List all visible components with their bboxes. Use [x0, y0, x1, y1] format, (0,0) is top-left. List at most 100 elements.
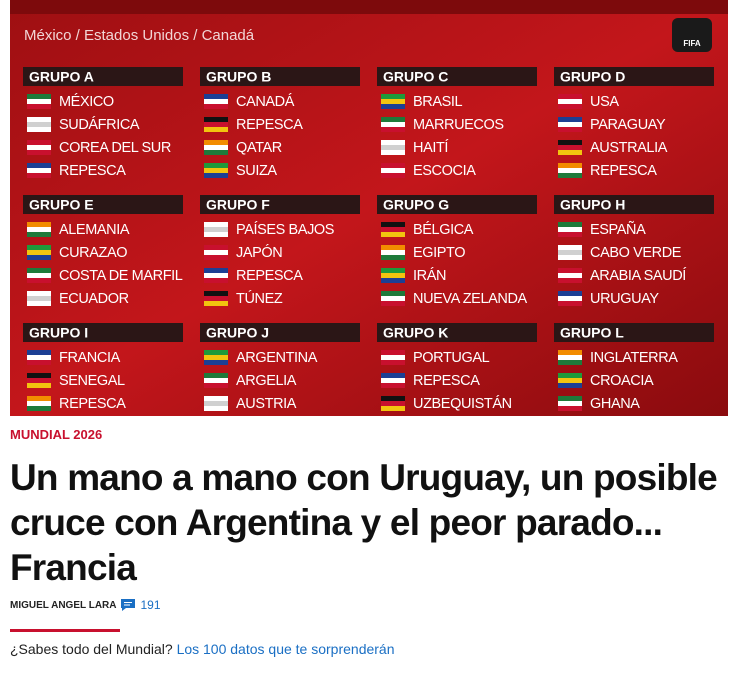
flag	[204, 373, 228, 378]
flag	[27, 278, 51, 283]
flag	[558, 373, 582, 378]
team-name: EGIPTO	[413, 245, 465, 261]
flag	[558, 396, 582, 401]
flag	[558, 278, 582, 283]
flag	[381, 222, 405, 227]
flag	[27, 255, 51, 260]
flag	[27, 140, 51, 145]
flag	[381, 168, 405, 173]
headline[interactable]: Un mano a mano con Uruguay, un posible c…	[10, 457, 718, 588]
flag	[204, 99, 228, 104]
flag	[204, 245, 228, 250]
team-name: ESCOCIA	[413, 163, 476, 179]
flag	[27, 378, 51, 383]
flag	[558, 255, 582, 260]
flag	[558, 94, 582, 99]
flag	[27, 173, 51, 178]
flag	[204, 94, 228, 99]
flag	[27, 268, 51, 273]
team-name: REPESCA	[236, 268, 303, 284]
flag	[381, 104, 405, 109]
group-header	[23, 67, 183, 86]
author[interactable]: MIGUEL ANGEL LARA	[10, 599, 117, 611]
flag	[381, 163, 405, 168]
separator	[10, 629, 120, 632]
flag	[558, 291, 582, 296]
flag	[558, 378, 582, 383]
section-tag[interactable]: MUNDIAL 2026	[10, 427, 103, 442]
group-header	[554, 195, 714, 214]
flag	[204, 383, 228, 388]
flag	[558, 227, 582, 232]
flag	[27, 296, 51, 301]
team-name: URUGUAY	[590, 291, 659, 307]
team-name: ALEMANIA	[59, 222, 130, 238]
group-name: GRUPO C	[383, 69, 448, 85]
team-name: IRÁN	[413, 267, 446, 284]
flag	[558, 355, 582, 360]
flag	[204, 360, 228, 365]
flag	[381, 173, 405, 178]
team-name: HAITÍ	[413, 139, 448, 156]
flag	[381, 373, 405, 378]
flag	[558, 163, 582, 168]
fifa-logo	[672, 18, 712, 52]
flag	[558, 99, 582, 104]
flag	[204, 222, 228, 227]
related-link[interactable]: Los 100 datos que te sorprenderán	[176, 641, 395, 657]
flag	[204, 296, 228, 301]
flag	[27, 406, 51, 411]
flag	[204, 145, 228, 150]
flag	[204, 227, 228, 232]
flag	[204, 350, 228, 355]
comment-icon[interactable]	[120, 598, 136, 612]
flag	[204, 301, 228, 306]
flag	[558, 383, 582, 388]
flag	[558, 173, 582, 178]
team-name: ARGENTINA	[236, 350, 318, 366]
team-name: INGLATERRA	[590, 350, 678, 366]
flag	[558, 406, 582, 411]
team-name: JAPÓN	[236, 244, 282, 261]
flag	[27, 163, 51, 168]
group-header	[554, 323, 714, 342]
team-name: AUSTRIA	[236, 396, 297, 412]
flag	[381, 383, 405, 388]
flag	[381, 245, 405, 250]
flag	[27, 145, 51, 150]
team-name: CABO VERDE	[590, 245, 682, 261]
flag	[27, 227, 51, 232]
flag	[204, 150, 228, 155]
flag	[558, 222, 582, 227]
flag	[204, 140, 228, 145]
flag	[204, 232, 228, 237]
flag	[558, 168, 582, 173]
flag	[558, 145, 582, 150]
team-name: FRANCIA	[59, 350, 121, 366]
team-name: COREA DEL SUR	[59, 140, 171, 156]
flag	[27, 94, 51, 99]
flag	[204, 168, 228, 173]
flag	[27, 383, 51, 388]
flag	[204, 273, 228, 278]
flag	[204, 396, 228, 401]
team-name: SUIZA	[236, 163, 277, 179]
flag	[27, 355, 51, 360]
group-name: GRUPO G	[383, 197, 449, 213]
flag	[27, 168, 51, 173]
flag	[27, 273, 51, 278]
flag	[27, 301, 51, 306]
group-name: GRUPO E	[29, 197, 94, 213]
flag	[27, 360, 51, 365]
group-name: GRUPO I	[29, 325, 88, 341]
team-name: PORTUGAL	[413, 350, 490, 366]
flag	[204, 250, 228, 255]
flag	[558, 360, 582, 365]
flag	[381, 94, 405, 99]
flag	[381, 99, 405, 104]
comment-count[interactable]: 191	[140, 598, 161, 612]
flag	[381, 355, 405, 360]
flag	[381, 122, 405, 127]
flag	[204, 355, 228, 360]
